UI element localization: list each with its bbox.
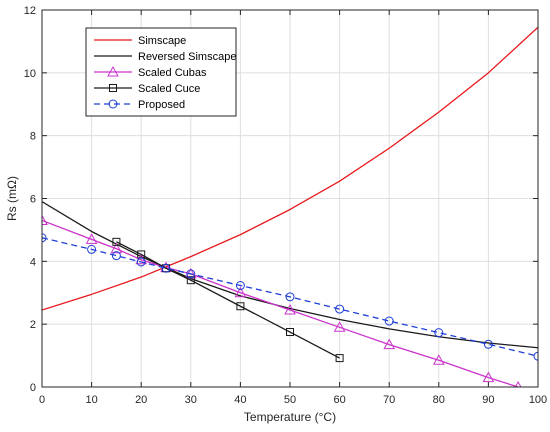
legend: Simscape Reversed Simscape Scaled Cubas Sca… xyxy=(85,27,237,117)
circle-marker xyxy=(335,304,345,314)
circle-marker xyxy=(161,263,171,273)
axes-frame xyxy=(41,9,539,388)
triangle-marker xyxy=(333,321,346,332)
square-marker xyxy=(335,354,344,363)
circle-marker xyxy=(111,251,121,261)
series-proposed xyxy=(42,233,538,361)
x-tick-label: 60 xyxy=(333,394,345,406)
y-tick-label: 6 xyxy=(30,194,36,206)
x-tick-label: 0 xyxy=(39,394,45,406)
circle-marker xyxy=(235,281,245,291)
x-tick-label: 70 xyxy=(383,394,395,406)
legend-label: Scaled Cubas xyxy=(138,67,207,79)
x-tick-label: 40 xyxy=(234,394,246,406)
x-tick-label: 80 xyxy=(433,394,445,406)
series-scaled-cuce xyxy=(112,237,344,363)
triangle-marker xyxy=(135,253,148,265)
x-axis-label: Temperature (°C) xyxy=(244,410,336,424)
triangle-marker xyxy=(482,371,495,383)
x-tick-label: 10 xyxy=(85,394,97,406)
series-line xyxy=(42,201,538,349)
circle-marker xyxy=(285,292,295,302)
series-line xyxy=(42,26,538,311)
circle-marker xyxy=(87,244,97,254)
circle-marker xyxy=(108,99,118,109)
square-marker xyxy=(112,237,121,246)
series-simscape xyxy=(42,26,538,311)
square-marker xyxy=(109,84,117,92)
y-tick-label: 10 xyxy=(24,68,36,80)
x-tick-label: 20 xyxy=(135,394,147,406)
legend-label: Scaled Cuce xyxy=(138,83,200,95)
legend-label: Proposed xyxy=(138,99,185,111)
square-marker xyxy=(286,328,294,337)
y-tick-label: 8 xyxy=(30,131,36,143)
triangle-marker xyxy=(284,303,296,315)
series-reversed-simscape xyxy=(42,201,538,349)
legend-item: Scaled Cubas xyxy=(94,65,207,79)
square-marker xyxy=(186,276,195,285)
triangle-marker xyxy=(383,338,396,350)
y-tick-label: 0 xyxy=(30,382,36,394)
y-axis-label: Rs (mΩ) xyxy=(5,176,19,221)
x-tick-label: 90 xyxy=(482,394,494,406)
circle-marker xyxy=(533,351,538,361)
x-tick-label: 50 xyxy=(284,394,296,406)
axes: 0 10 20 30 40 50 60 70 80 90 100 0 2 4 6 8 10 12 xyxy=(24,5,547,406)
triangle-marker xyxy=(234,286,247,298)
circle-marker xyxy=(186,269,196,279)
series-line xyxy=(42,219,519,387)
legend-item: Simscape xyxy=(94,35,186,47)
series-line xyxy=(116,241,340,359)
y-tick-label: 12 xyxy=(24,5,36,17)
y-tick-label: 2 xyxy=(30,319,36,331)
triangle-marker xyxy=(110,242,123,254)
square-marker xyxy=(236,302,245,311)
circle-marker xyxy=(384,316,394,326)
circle-marker xyxy=(483,339,493,349)
series-line xyxy=(42,237,538,357)
circle-marker xyxy=(42,233,47,243)
triangle-marker xyxy=(107,65,119,77)
triangle-marker xyxy=(42,214,48,225)
legend-item: Proposed xyxy=(94,99,185,111)
triangle-marker xyxy=(432,354,445,365)
x-tick-label: 30 xyxy=(185,394,197,406)
circle-marker xyxy=(136,257,146,267)
triangle-marker xyxy=(85,233,98,244)
legend-label: Reversed Simscape xyxy=(138,51,236,63)
legend-item: Scaled Cuce xyxy=(94,83,200,95)
y-tick-label: 4 xyxy=(30,256,36,268)
circle-marker xyxy=(434,328,444,338)
legend-item: Reversed Simscape xyxy=(94,51,236,63)
legend-label: Simscape xyxy=(138,35,186,47)
x-tick-label: 100 xyxy=(529,394,547,406)
